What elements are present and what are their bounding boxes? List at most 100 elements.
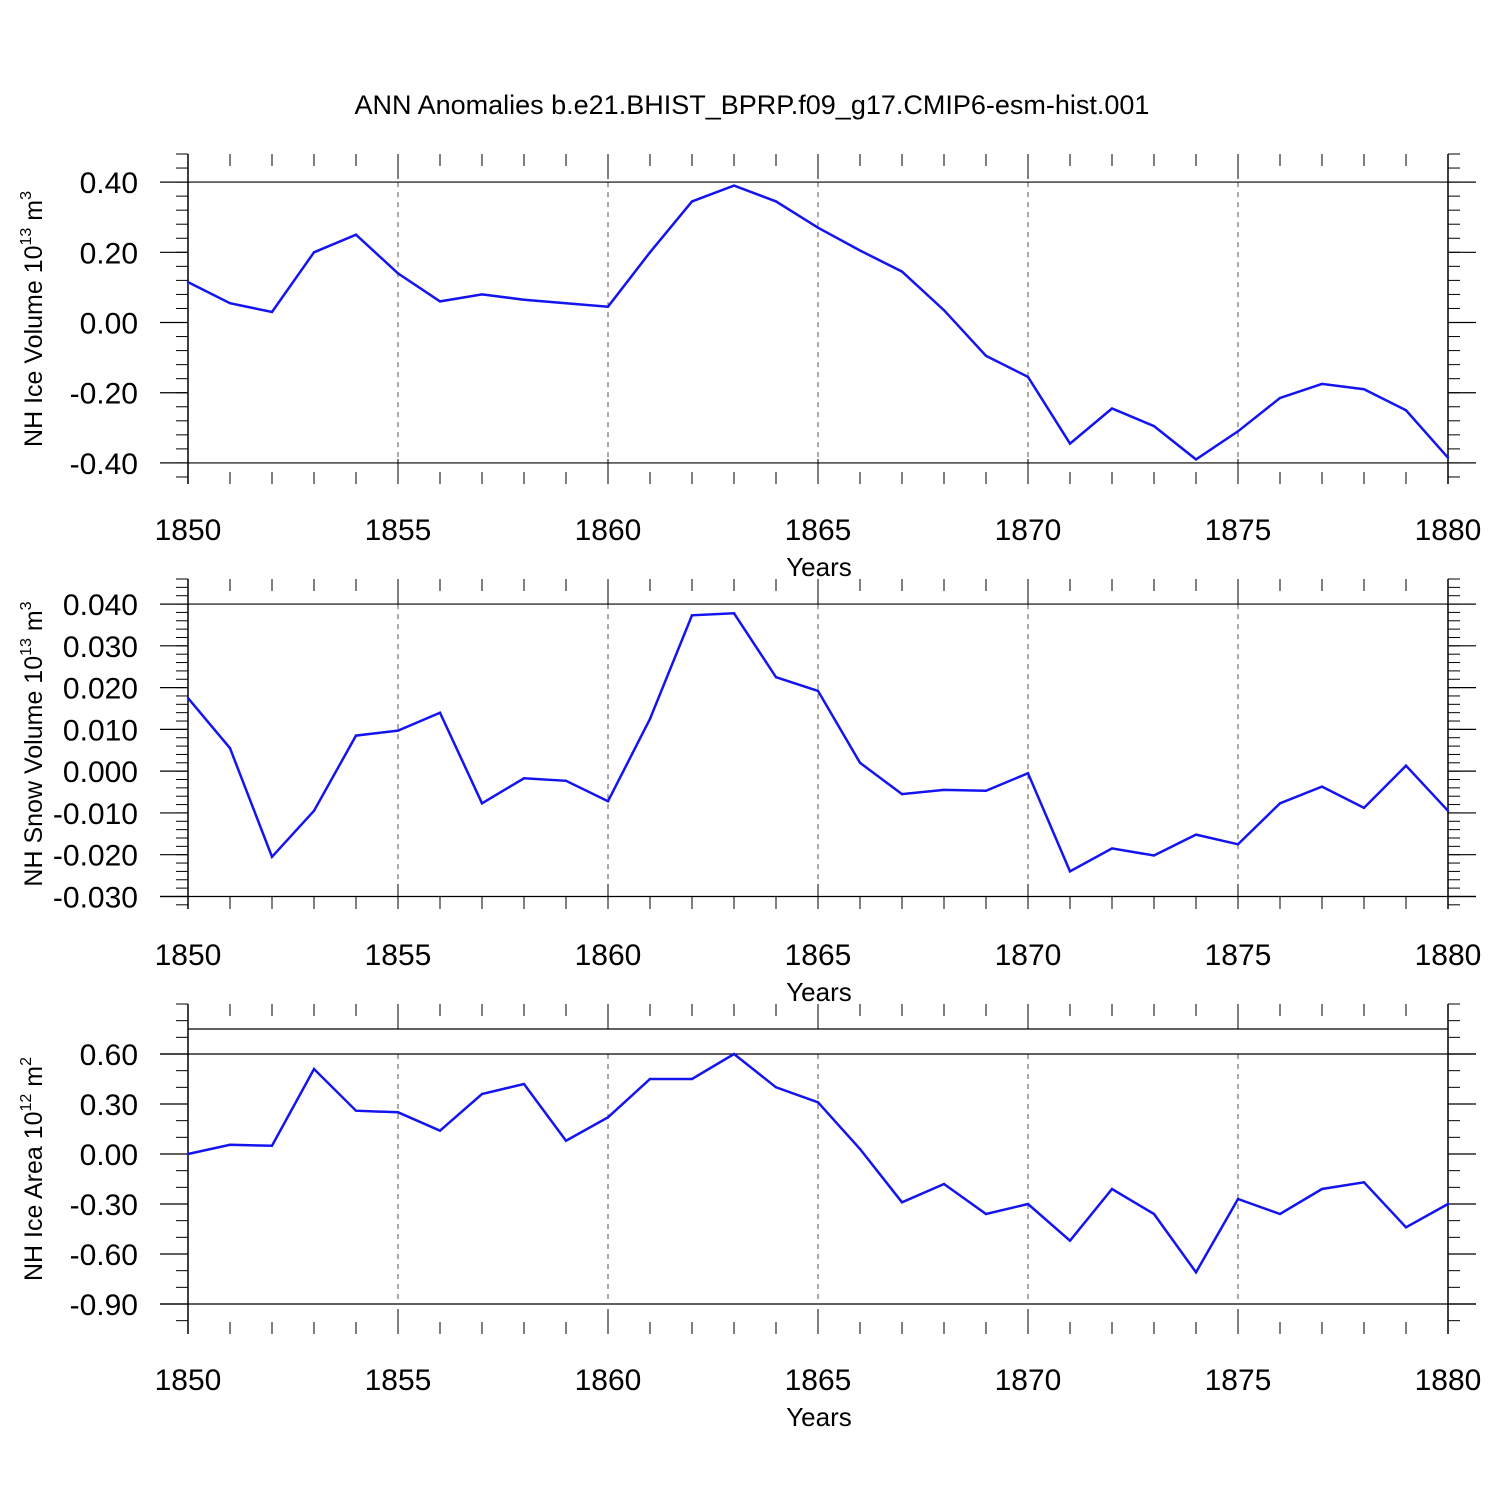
data-point [186, 1152, 190, 1156]
data-point [480, 1092, 484, 1096]
x-tick-label: 1880 [1415, 514, 1482, 547]
data-point [354, 734, 358, 737]
data-point [228, 302, 232, 305]
x-tick-label: 1850 [155, 1364, 222, 1397]
data-point [1026, 1202, 1030, 1206]
x-axis-label: Years [786, 977, 852, 1007]
data-point [1068, 1239, 1072, 1242]
y-tick-label: -0.010 [53, 798, 138, 831]
y-axis-label: NH Snow Volume 1013 m3 [18, 601, 48, 886]
data-point [606, 800, 610, 803]
data-point [396, 272, 400, 275]
data-point [774, 200, 778, 203]
data-point [1110, 1187, 1114, 1191]
data-point [1320, 382, 1324, 386]
x-tick-label: 1850 [155, 939, 222, 972]
data-point [522, 777, 526, 780]
x-tick-label: 1880 [1415, 1364, 1482, 1397]
x-tick-label: 1870 [995, 1364, 1062, 1397]
data-point [1194, 458, 1198, 461]
data-point [858, 761, 862, 764]
data-point [606, 1116, 610, 1119]
x-tick-label: 1855 [365, 1364, 432, 1397]
x-axis-label: Years [786, 552, 852, 582]
data-point [270, 310, 274, 314]
data-point [606, 305, 610, 308]
data-point [816, 226, 820, 229]
y-tick-label: 0.010 [63, 714, 138, 747]
y-tick-label: 0.00 [80, 308, 138, 341]
data-point [1152, 854, 1156, 857]
data-point [396, 729, 400, 732]
y-axis-label: NH Ice Volume 1013 m3 [18, 191, 48, 447]
data-point [1152, 424, 1156, 428]
data-point [1236, 430, 1240, 433]
x-tick-label: 1870 [995, 514, 1062, 547]
data-point [1110, 847, 1114, 850]
data-point [984, 789, 988, 792]
data-point [564, 779, 568, 782]
data-point [186, 696, 190, 700]
data-point [774, 675, 778, 679]
y-tick-label: 0.30 [80, 1089, 138, 1122]
data-point [1194, 833, 1198, 836]
data-point [690, 1077, 694, 1081]
data-point [312, 251, 316, 254]
y-tick-label: 0.60 [80, 1039, 138, 1072]
data-point [270, 1144, 274, 1147]
ice-volume-panel: -0.40 -0.20 0.00 0.20 0.40 1850 1855 1860 1865 18… [18, 153, 1482, 582]
y-tick-label: -0.030 [53, 881, 138, 914]
data-point [1404, 1226, 1408, 1229]
y-tick-label: 0.20 [80, 237, 138, 270]
data-point [900, 1201, 904, 1204]
data-point [438, 1129, 442, 1132]
series-line [187, 612, 1449, 874]
data-point [900, 792, 904, 796]
data-point [942, 309, 946, 312]
y-tick-label: -0.60 [70, 1239, 138, 1272]
data-point [774, 1086, 778, 1089]
snow-volume-panel: -0.030 -0.020 -0.010 0.000 0.010 0.020 0.030 0.… [18, 578, 1482, 1007]
data-point [1278, 1212, 1282, 1216]
data-point [186, 280, 190, 284]
data-point [1278, 396, 1282, 400]
figure-title: ANN Anomalies b.e21.BHIST_BPRP.f09_g17.C… [355, 90, 1150, 120]
data-point [648, 717, 652, 721]
y-tick-label: -0.40 [70, 448, 138, 481]
data-point [1446, 1202, 1450, 1206]
data-point [396, 1111, 400, 1114]
x-tick-label: 1855 [365, 939, 432, 972]
data-point [312, 1067, 316, 1071]
data-point [564, 302, 568, 305]
data-point [1026, 772, 1030, 775]
y-tick-label: 0.030 [63, 631, 138, 664]
data-point [522, 298, 526, 301]
data-point [942, 788, 946, 792]
data-point [270, 855, 274, 858]
data-point [690, 200, 694, 203]
y-tick-label: -0.020 [53, 840, 138, 873]
x-tick-label: 1860 [575, 1364, 642, 1397]
data-point [1404, 764, 1408, 767]
x-tick-label: 1865 [785, 1364, 852, 1397]
x-tick-label: 1880 [1415, 939, 1482, 972]
data-point [1026, 375, 1030, 379]
x-tick-label: 1875 [1205, 939, 1272, 972]
data-point [1068, 870, 1072, 873]
y-tick-label: -0.30 [70, 1189, 138, 1222]
data-point [1320, 1187, 1324, 1191]
data-point [1110, 407, 1114, 410]
data-point [1152, 1212, 1156, 1216]
data-point [984, 1212, 988, 1216]
data-point [1194, 1271, 1198, 1274]
data-point [1362, 388, 1366, 391]
data-point [564, 1139, 568, 1142]
x-tick-label: 1865 [785, 939, 852, 972]
x-tick-label: 1870 [995, 939, 1062, 972]
data-point [1404, 409, 1408, 412]
x-tick-label: 1860 [575, 514, 642, 547]
y-tick-label: 0.040 [63, 589, 138, 622]
data-point [1236, 843, 1240, 846]
data-point [1278, 802, 1282, 805]
